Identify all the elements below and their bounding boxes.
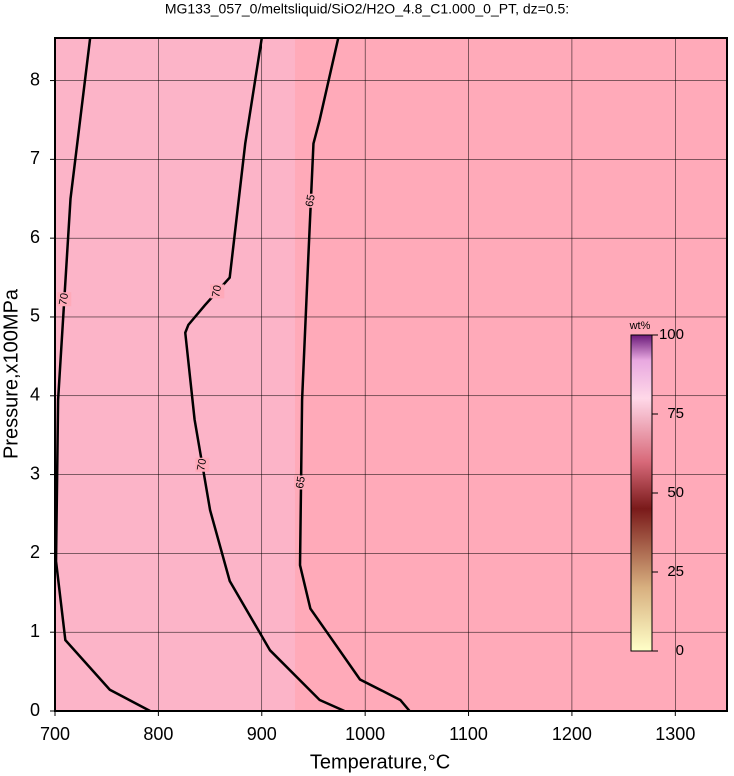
x-tick-label: 1300: [655, 724, 695, 744]
x-tick-label: 800: [143, 724, 173, 744]
y-tick-label: 6: [30, 227, 40, 247]
colorbar: [630, 334, 653, 652]
x-tick-label: 700: [40, 724, 70, 744]
colorbar-tick-label: 100: [659, 326, 684, 343]
colorbar-tick-label: 50: [667, 484, 684, 501]
chart-title: MG133_057_0/meltsliquid/SiO2/H2O_4.8_C1.…: [165, 1, 569, 17]
contour-label-bg: [294, 475, 309, 490]
contour-label: 70: [210, 284, 224, 298]
y-tick-label: 8: [30, 69, 40, 89]
contour-label-bg: [195, 457, 210, 472]
contour-label: 65: [294, 475, 308, 489]
y-tick-label: 4: [30, 385, 40, 405]
x-tick-label: 1100: [449, 724, 488, 744]
plot-region: [55, 38, 295, 711]
contour-label: 70: [57, 292, 71, 306]
contour-line: [55, 38, 151, 711]
x-axis-label: Temperature,°C: [310, 751, 450, 773]
y-tick-label: 1: [30, 621, 40, 641]
contour-label-bg: [303, 193, 318, 208]
y-tick-label: 2: [30, 542, 40, 562]
colorbar-tick-label: 25: [667, 563, 684, 580]
contour-line: [183, 38, 345, 711]
plot-frame: [54, 37, 728, 712]
x-tick-label: 900: [247, 724, 277, 744]
y-axis-label: Pressure,x100MPa: [0, 288, 22, 459]
x-tick-label: 1000: [345, 724, 385, 744]
plot-content: 70 70 65 65 70: [55, 38, 727, 711]
contour-label-bg: [57, 292, 72, 307]
y-tick-label: 0: [30, 700, 40, 720]
colorbar-tick-label: 0: [676, 642, 684, 659]
contour-label-bg: [210, 284, 225, 299]
x-tick-label: 1200: [552, 724, 592, 744]
colorbar-label: wt%: [629, 320, 651, 332]
colorbar-tick-label: 75: [667, 405, 684, 422]
y-tick-label: 3: [30, 463, 40, 483]
y-tick-label: 7: [30, 148, 40, 168]
contour-label: 70: [195, 458, 209, 472]
y-tick-label: 5: [30, 306, 40, 326]
contour-label: 65: [304, 194, 318, 208]
